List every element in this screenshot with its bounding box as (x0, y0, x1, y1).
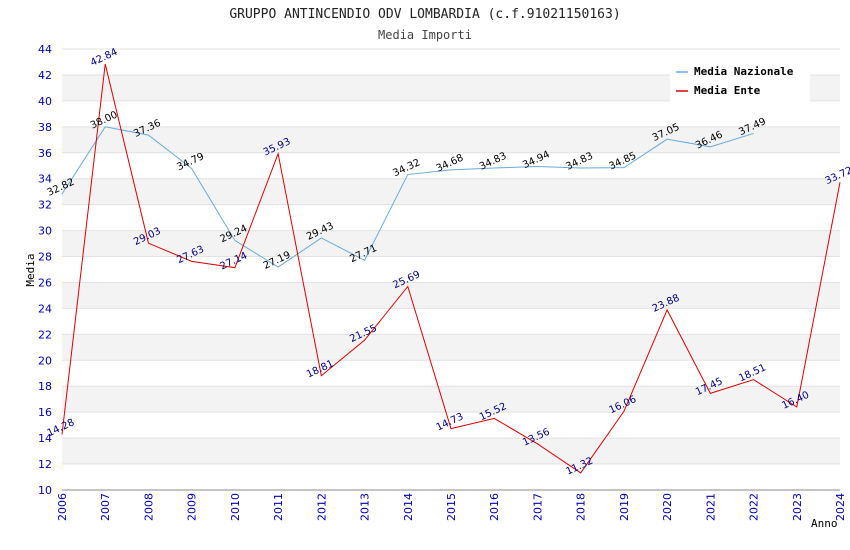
data-label: 34.68 (435, 153, 466, 175)
chart-title: GRUPPO ANTINCENDIO ODV LOMBARDIA (c.f.91… (229, 7, 620, 22)
y-tick-label: 42 (38, 69, 52, 82)
y-tick-label: 26 (38, 276, 52, 289)
x-tick-label: 2008 (142, 493, 155, 521)
data-label: 14.73 (435, 411, 466, 433)
grid-band (62, 282, 840, 308)
y-tick-label: 20 (38, 354, 52, 367)
y-tick-label: 32 (38, 199, 52, 212)
y-tick-label: 34 (38, 173, 52, 186)
x-tick-label: 2023 (791, 493, 804, 521)
y-tick-label: 16 (38, 406, 52, 419)
data-label: 18.81 (305, 358, 336, 380)
y-tick-label: 44 (38, 43, 52, 56)
x-axis-title: Anno (811, 517, 838, 530)
grid-bands (62, 75, 840, 464)
grid-band (62, 179, 840, 205)
y-tick-label: 40 (38, 95, 52, 108)
y-tick-label: 18 (38, 380, 52, 393)
x-tick-label: 2006 (56, 493, 69, 521)
y-tick-label: 24 (38, 302, 52, 315)
data-label: 34.83 (478, 151, 509, 173)
y-tick-label: 10 (38, 484, 52, 497)
x-tick-label: 2009 (186, 493, 199, 521)
x-tick-label: 2013 (359, 493, 372, 521)
x-tick-label: 2011 (272, 493, 285, 521)
data-label: 34.83 (564, 151, 595, 173)
grid-band (62, 438, 840, 464)
x-tick-label: 2012 (315, 493, 328, 521)
legend-label-nazionale: Media Nazionale (694, 65, 794, 78)
grid-band (62, 231, 840, 257)
x-tick-label: 2018 (575, 493, 588, 521)
x-tick-labels: 2006 2007 2008 2009 2010 2011 2012 2013 2014 2015… (56, 493, 847, 521)
y-tick-label: 36 (38, 147, 52, 160)
grid-band (62, 334, 840, 360)
chart: 101214161820222426283032343638404244 200… (0, 0, 850, 550)
x-tick-label: 2010 (229, 493, 242, 521)
y-tick-label: 38 (38, 121, 52, 134)
x-tick-label: 2022 (748, 493, 761, 521)
data-label: 34.79 (175, 151, 206, 173)
x-tick-label: 2019 (618, 493, 631, 521)
y-tick-label: 28 (38, 251, 52, 264)
data-label: 14.28 (46, 417, 77, 439)
data-label: 18.51 (737, 362, 768, 384)
y-axis-title: Media (24, 253, 37, 286)
chart-subtitle: Media Importi (378, 28, 472, 42)
x-tick-label: 2015 (445, 493, 458, 521)
y-tick-label: 12 (38, 458, 52, 471)
x-tick-label: 2020 (661, 493, 674, 521)
legend: Media Nazionale Media Ente (670, 60, 810, 102)
x-tick-label: 2021 (704, 493, 717, 521)
legend-label-ente: Media Ente (694, 84, 761, 97)
x-tick-label: 2017 (531, 493, 544, 521)
x-tick-label: 2007 (99, 493, 112, 521)
data-label: 42.84 (89, 47, 120, 69)
y-tick-label: 30 (38, 225, 52, 238)
data-label: 34.85 (608, 150, 639, 172)
x-tick-label: 2016 (488, 493, 501, 521)
grid-band (62, 386, 840, 412)
y-tick-label: 22 (38, 328, 52, 341)
x-tick-label: 2014 (402, 493, 415, 521)
